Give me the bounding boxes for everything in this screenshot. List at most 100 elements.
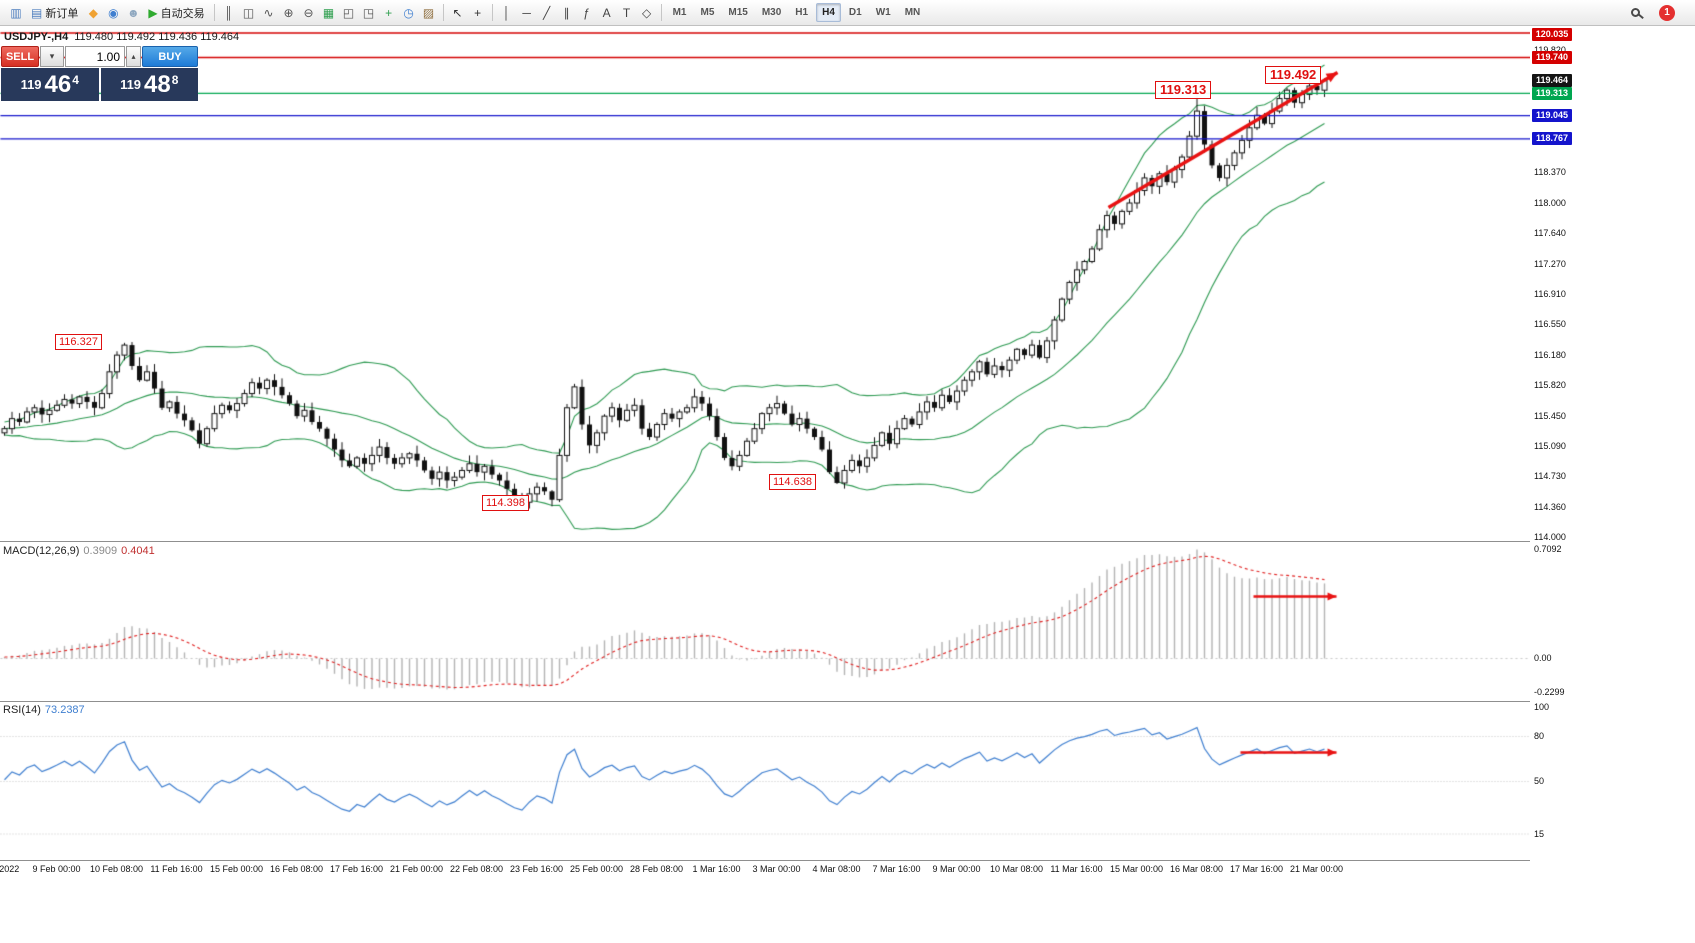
price-tick: 115.090 — [1534, 440, 1566, 451]
templates-icon[interactable]: ▨ — [422, 5, 435, 20]
price-tick: 117.640 — [1534, 227, 1566, 238]
time-axis-separator — [0, 860, 1695, 861]
timeframe-button-W1[interactable]: W1 — [875, 7, 891, 18]
price-level-box: 118.767 — [1532, 132, 1572, 146]
text-icon[interactable]: A — [602, 5, 611, 20]
time-label: 17 Mar 16:00 — [1229, 864, 1284, 874]
timeframe-button-M15[interactable]: M15 — [728, 7, 748, 18]
rsi-indicator-label: RSI(14) 73.2387 — [3, 704, 85, 716]
time-label: 16 Mar 08:00 — [1169, 864, 1224, 874]
search-button[interactable] — [1623, 2, 1647, 23]
price-annotation: 116.327 — [55, 334, 102, 350]
periods-icon[interactable]: ◷ — [403, 5, 414, 20]
market-icon[interactable]: ◉ — [108, 5, 119, 20]
notification-badge[interactable]: 1 — [1659, 4, 1675, 21]
toolbar-separator — [491, 4, 493, 21]
timeframe-button-M1[interactable]: M1 — [672, 7, 687, 18]
price-level-box: 119.464 — [1532, 74, 1572, 88]
time-label: 16 Feb 08:00 — [269, 864, 324, 874]
macd-name: MACD(12,26,9) — [3, 545, 80, 557]
sell-price-display[interactable]: 119 46 4 — [1, 68, 99, 101]
time-label: 15 Feb 00:00 — [209, 864, 264, 874]
time-label: 10 Mar 08:00 — [989, 864, 1044, 874]
channel-icon[interactable]: ∥ — [563, 5, 570, 20]
profile-icon[interactable]: ☻ — [127, 5, 140, 20]
mql-community-icon[interactable]: ◆ — [88, 5, 98, 20]
macd-axis-label: -0.2299 — [1534, 687, 1565, 697]
price-tick: 117.270 — [1534, 258, 1566, 269]
zoom-in-icon[interactable]: ⊕ — [283, 5, 294, 20]
symbol-name: USDJPY-,H4 — [4, 31, 69, 43]
horizontal-line-icon[interactable]: ─ — [522, 5, 531, 20]
sell-pips: 46 — [44, 70, 72, 98]
price-axis[interactable]: 119.820 118.370 118.000 117.640 117.270 116.9… — [1530, 27, 1695, 861]
timeframe-button-M5[interactable]: M5 — [700, 7, 715, 18]
price-level-box: 120.035 — [1532, 28, 1572, 41]
price-tick: 114.360 — [1534, 501, 1566, 512]
rsi-value: 73.2387 — [44, 704, 85, 716]
rsi-axis-label: 50 — [1534, 776, 1545, 786]
time-label: 23 Feb 16:00 — [509, 864, 564, 874]
symbol-info: USDJPY-,H4 119.480 119.492 119.436 119.46… — [4, 31, 239, 43]
candlestick-type-icon[interactable]: ◫ — [242, 5, 255, 20]
trade-panel-controls: SELL ▾ ▴ BUY — [1, 46, 198, 67]
price-annotation: 114.398 — [482, 495, 529, 511]
label-icon[interactable]: T — [622, 5, 631, 20]
rsi-name: RSI(14) — [3, 704, 41, 716]
price-annotation: 119.313 — [1155, 81, 1212, 99]
new-order-button[interactable]: ▤ 新订单 — [26, 2, 83, 23]
toolbar-separator — [213, 4, 215, 21]
bar-chart-type-icon[interactable]: ║ — [224, 5, 233, 20]
new-order-icon: ▤ — [31, 5, 43, 20]
buy-button[interactable]: BUY — [142, 46, 198, 67]
chart-window-icon[interactable]: ▥ — [10, 5, 22, 20]
cascade-windows-icon[interactable]: ◰ — [342, 5, 355, 20]
timeframe-button-H1[interactable]: H1 — [795, 7, 809, 18]
buy-pipette: 8 — [171, 72, 179, 87]
trendline-icon[interactable]: ╱ — [542, 5, 551, 20]
price-level-box: 119.045 — [1532, 109, 1572, 123]
order-type-dropdown[interactable]: ▾ — [40, 46, 64, 67]
volume-input[interactable] — [65, 46, 125, 67]
auto-trading-button[interactable]: ▶ 自动交易 — [143, 2, 209, 23]
line-chart-type-icon[interactable]: ∿ — [263, 5, 274, 20]
cursor-icon[interactable]: ↖ — [452, 5, 463, 20]
price-level-box: 119.313 — [1532, 86, 1572, 100]
time-label: 10 Feb 08:00 — [89, 864, 144, 874]
toolbar: ▥ ▤ 新订单 ◆ ◉ ☻ ▶ 自动交易 ║ ◫ ∿ ⊕ ⊖ ▦ ◰ ◳ + ◷ ▨ ↖ + │ ─ ╱ ∥ ƒ A T ◇ M1 M5 M… — [0, 0, 1695, 26]
timeframe-button-M30[interactable]: M30 — [761, 7, 782, 18]
crosshair-icon[interactable]: + — [474, 5, 482, 20]
chart-canvas[interactable] — [0, 27, 1530, 860]
fibonacci-icon[interactable]: ƒ — [583, 5, 590, 20]
price-tick: 118.000 — [1534, 197, 1566, 208]
tile-windows-icon[interactable]: ▦ — [322, 5, 335, 20]
panel-separator-rsi[interactable] — [0, 701, 1695, 702]
vertical-line-icon[interactable]: │ — [502, 5, 511, 20]
price-tick: 115.450 — [1534, 410, 1566, 421]
buy-price-display[interactable]: 119 48 8 — [100, 68, 198, 101]
shapes-icon[interactable]: ◇ — [641, 5, 652, 20]
time-axis[interactable]: 8 Feb 2022 9 Feb 00:00 10 Feb 08:00 11 Feb … — [0, 861, 1530, 878]
arrange-windows-icon[interactable]: ◳ — [362, 5, 375, 20]
buy-big-figure: 119 — [120, 77, 142, 92]
indicators-icon[interactable]: + — [385, 5, 393, 20]
time-label: 7 Mar 16:00 — [872, 864, 921, 874]
sell-button[interactable]: SELL — [1, 46, 39, 67]
timeframe-button-MN[interactable]: MN — [904, 7, 921, 18]
timeframe-button-H4[interactable]: H4 — [816, 3, 841, 22]
zoom-out-icon[interactable]: ⊖ — [303, 5, 314, 20]
sell-pipette: 4 — [72, 72, 79, 87]
time-label: 22 Feb 08:00 — [449, 864, 504, 874]
time-label: 28 Feb 08:00 — [629, 864, 684, 874]
time-label: 11 Feb 16:00 — [150, 864, 203, 874]
volume-stepper[interactable]: ▴ — [126, 46, 141, 67]
time-label: 21 Mar 00:00 — [1289, 864, 1344, 874]
auto-trading-icon: ▶ — [148, 5, 158, 20]
panel-separator-macd[interactable] — [0, 541, 1695, 542]
price-tick: 114.730 — [1534, 470, 1566, 481]
rsi-axis-label: 100 — [1534, 702, 1550, 712]
timeframe-button-D1[interactable]: D1 — [848, 7, 862, 18]
rsi-axis-label: 15 — [1534, 829, 1545, 839]
time-label: 1 Mar 16:00 — [692, 864, 741, 874]
